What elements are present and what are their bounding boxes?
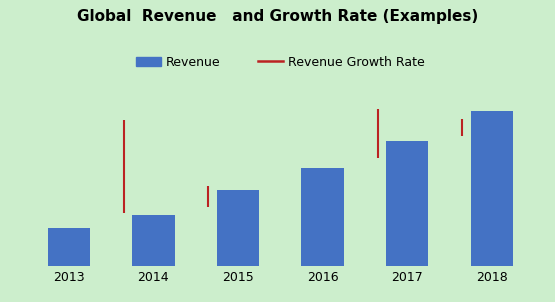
Bar bbox=[217, 190, 259, 266]
Bar bbox=[386, 141, 428, 266]
Text: Global  Revenue   and Growth Rate (Examples): Global Revenue and Growth Rate (Examples… bbox=[77, 9, 478, 24]
Legend: Revenue, Revenue Growth Rate: Revenue, Revenue Growth Rate bbox=[131, 51, 430, 74]
Bar bbox=[471, 111, 513, 266]
Bar bbox=[48, 228, 90, 266]
Bar bbox=[301, 168, 344, 266]
Bar bbox=[132, 215, 174, 266]
